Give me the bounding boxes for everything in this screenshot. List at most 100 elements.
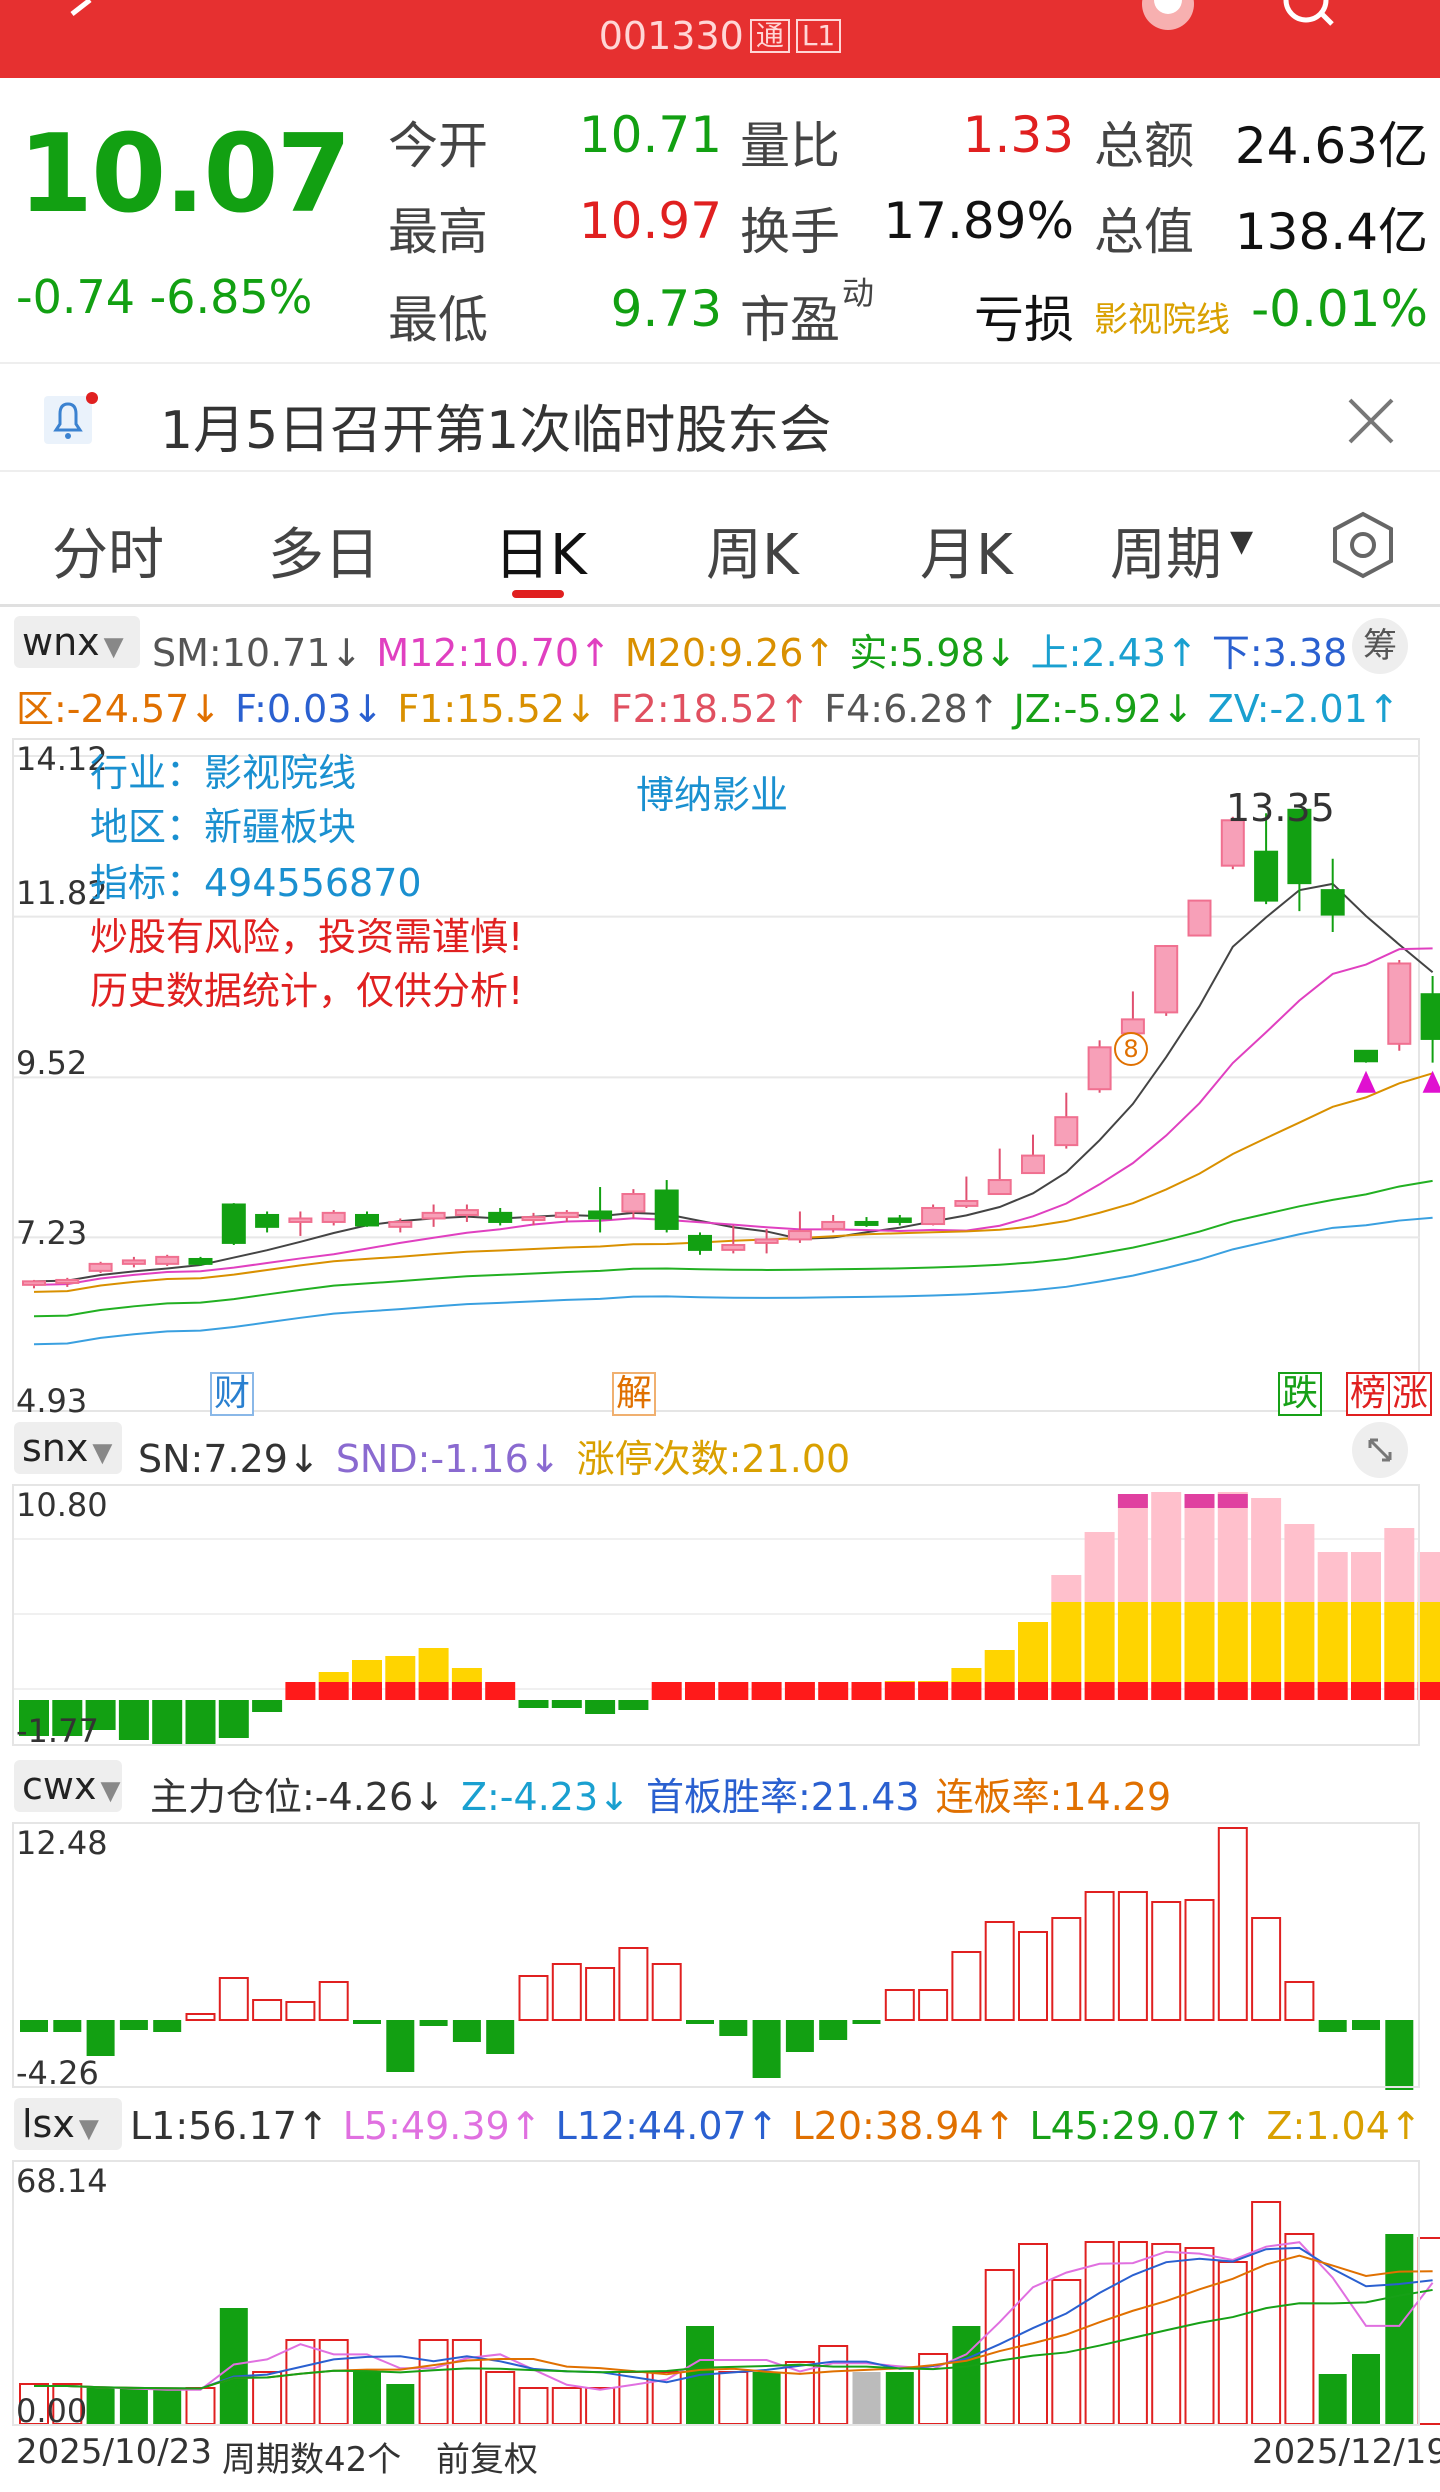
candle-body bbox=[588, 1210, 613, 1220]
volume-bar-up bbox=[984, 2269, 1015, 2425]
candle-body bbox=[1320, 889, 1345, 916]
lsx-panel[interactable] bbox=[12, 2160, 1420, 2426]
event-marker-drop[interactable]: 跌 bbox=[1278, 1372, 1323, 1416]
volume-bar-down bbox=[885, 2372, 914, 2424]
candle-body bbox=[188, 1257, 213, 1265]
close-icon[interactable] bbox=[1346, 396, 1396, 446]
event-marker-unlock[interactable]: 解 bbox=[612, 1372, 657, 1416]
avatar-icon[interactable] bbox=[1140, 0, 1196, 30]
expand-icon[interactable] bbox=[1352, 1422, 1408, 1478]
cwx-bar-positive bbox=[1051, 1917, 1082, 2021]
back-icon[interactable] bbox=[60, 0, 100, 30]
cwx-bar-negative bbox=[153, 2020, 182, 2032]
lsx-axis-bottom: 0.00 bbox=[16, 2392, 88, 2430]
volume-bar-down bbox=[219, 2308, 248, 2424]
candle-body bbox=[1021, 1154, 1045, 1175]
event-marker-finance[interactable]: 财 bbox=[210, 1372, 255, 1416]
cwx-bar-positive bbox=[252, 1999, 283, 2021]
quote-value: 10.71 bbox=[578, 106, 722, 164]
snx-selector[interactable]: snx ▼ bbox=[14, 1422, 122, 1474]
snx-bar-cap bbox=[1117, 1494, 1148, 1508]
candle-body bbox=[1354, 1049, 1378, 1063]
snx-bar-base bbox=[352, 1682, 382, 1700]
lsx-selector[interactable]: lsx ▼ bbox=[14, 2098, 122, 2150]
high-price-label: 13.35 bbox=[1226, 786, 1335, 830]
snx-bar-base bbox=[818, 1682, 849, 1700]
indicator-value: F1:15.52↓ bbox=[397, 687, 597, 731]
tab-3[interactable]: 周K bbox=[706, 523, 799, 588]
snx-bar-base bbox=[1284, 1682, 1315, 1700]
snx-bar-negative bbox=[618, 1700, 649, 1710]
cwx-bar-positive bbox=[285, 2001, 316, 2021]
cwx-panel[interactable] bbox=[12, 1822, 1420, 2088]
snx-bar-negative bbox=[252, 1700, 283, 1712]
wnx-values-line2: 区:-24.57↓ F:0.03↓ F1:15.52↓ F2:18.52↑ F4:6.2… bbox=[16, 678, 1414, 733]
event-marker-list[interactable]: 榜 bbox=[1346, 1372, 1391, 1416]
cwx-bar-negative bbox=[452, 2020, 481, 2042]
tab-2[interactable]: 日K bbox=[494, 523, 587, 588]
quote-label: 今开 bbox=[388, 117, 488, 175]
indicator-value: Z:1.04↑ bbox=[1266, 2104, 1422, 2148]
cwx-bar-positive bbox=[585, 1967, 616, 2021]
tab-4[interactable]: 月K bbox=[920, 523, 1013, 588]
event-marker-rise[interactable]: 涨 bbox=[1388, 1372, 1433, 1416]
wnx-selector[interactable]: wnx ▼ bbox=[14, 616, 140, 668]
kline-axis-label: 14.12 bbox=[16, 740, 108, 778]
indicator-value: F4:6.28↑ bbox=[824, 687, 1000, 731]
quote-value: 亏损 bbox=[974, 291, 1074, 349]
snx-bar-mid bbox=[1151, 1602, 1182, 1682]
volume-bar-up bbox=[451, 2339, 482, 2425]
snx-bar-cap bbox=[1217, 1494, 1248, 1508]
volume-bar-up bbox=[285, 2339, 316, 2425]
snx-bar-mid bbox=[1417, 1602, 1440, 1682]
snx-bar-mid bbox=[451, 1668, 482, 1682]
snx-axis-top: 10.80 bbox=[16, 1486, 108, 1524]
snx-bar-top bbox=[1351, 1552, 1381, 1602]
cwx-bar-positive bbox=[1251, 1917, 1282, 2021]
cwx-bar-negative bbox=[1318, 2020, 1347, 2032]
lsx-values: L1:56.17↑ L5:49.39↑ L12:44.07↑ L20:38.94↑ L4… bbox=[130, 2104, 1436, 2148]
indicator-value: M20:9.26↑ bbox=[624, 631, 836, 675]
candle-body bbox=[1220, 819, 1245, 867]
tab-0[interactable]: 分时 bbox=[52, 523, 164, 588]
volume-bar-down bbox=[752, 2372, 781, 2424]
quote-label: 最低 bbox=[388, 291, 488, 349]
cwx-bar-positive bbox=[884, 1989, 915, 2021]
industry-label: 行业：影视院线 bbox=[90, 751, 357, 795]
cwx-selector[interactable]: cwx ▼ bbox=[14, 1760, 122, 1812]
snx-bar-base bbox=[718, 1682, 749, 1700]
snx-bar-base bbox=[485, 1682, 516, 1700]
snx-bar-base bbox=[851, 1682, 882, 1700]
snx-panel[interactable] bbox=[12, 1484, 1420, 1746]
search-icon[interactable] bbox=[1278, 0, 1338, 30]
candle-body bbox=[554, 1211, 579, 1219]
quote-value: 9.73 bbox=[610, 280, 722, 338]
wnx-values-line1: SM:10.71↓ M12:10.70↑ M20:9.26↑ 实:5.98↓ 上:2.4… bbox=[152, 622, 1393, 677]
snx-bar-base bbox=[1018, 1682, 1048, 1700]
cwx-bar-negative bbox=[819, 2020, 848, 2040]
tab-dropdown-caret[interactable]: ▼ bbox=[1230, 524, 1254, 559]
cwx-bar-negative bbox=[785, 2020, 814, 2052]
moving-average-line bbox=[33, 1216, 1433, 1346]
cwx-bar-positive bbox=[618, 1947, 649, 2021]
tab-5[interactable]: 周期 bbox=[1110, 523, 1222, 588]
kline-panel[interactable] bbox=[12, 738, 1420, 1412]
snx-bar-mid bbox=[1018, 1622, 1048, 1682]
tab-1[interactable]: 多日 bbox=[268, 523, 380, 588]
settings-hexagon-icon[interactable] bbox=[1330, 510, 1396, 580]
candle-body bbox=[1054, 1116, 1079, 1147]
adjust-mode[interactable]: 前复权 bbox=[436, 2440, 538, 2480]
snx-bar-base bbox=[1351, 1682, 1381, 1700]
moving-average-line bbox=[33, 1179, 1433, 1318]
candle-body bbox=[721, 1244, 746, 1251]
chip-distribution-button[interactable]: 筹 bbox=[1352, 618, 1408, 674]
cwx-bar-negative bbox=[686, 2020, 714, 2024]
cwx-bar-positive bbox=[951, 1951, 982, 2021]
cwx-bar-positive bbox=[1184, 1899, 1215, 2021]
indicator-value: L1:56.17↑ bbox=[130, 2104, 329, 2148]
candle-body bbox=[22, 1280, 46, 1286]
snx-bar-negative bbox=[185, 1700, 216, 1746]
notice-text[interactable]: 1月5日召开第1次临时股东会 bbox=[160, 401, 832, 461]
volume-bar-up bbox=[1251, 2201, 1282, 2425]
volume-bar-down bbox=[1385, 2234, 1414, 2424]
